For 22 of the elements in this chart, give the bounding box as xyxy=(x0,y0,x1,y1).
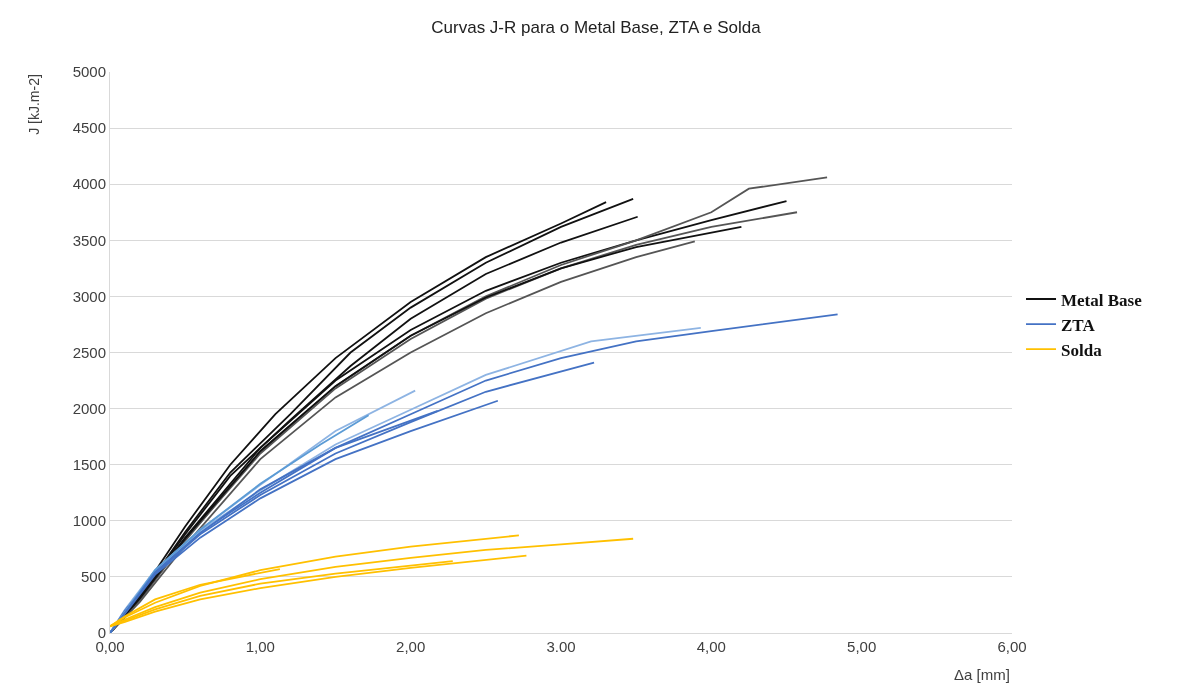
x-tick-label: 1,00 xyxy=(245,638,275,655)
y-tick-label: 1000 xyxy=(72,512,106,530)
y-tick-label: 4500 xyxy=(72,119,106,137)
chart-title: Curvas J-R para o Metal Base, ZTA e Solda xyxy=(431,17,762,37)
y-tick-label: 3000 xyxy=(72,287,106,305)
x-tick-label: 5,00 xyxy=(847,638,877,655)
y-tick-label: 2500 xyxy=(72,343,106,361)
x-tick-label: 6,00 xyxy=(997,638,1027,655)
x-axis-title: Δa [mm] xyxy=(954,666,1010,683)
y-tick-label: 500 xyxy=(80,568,106,586)
x-tick-label: 2,00 xyxy=(396,638,426,655)
legend-label: Metal Base xyxy=(1061,290,1143,310)
y-axis-title: J [kJ.m-2] xyxy=(25,74,42,135)
legend-label: Solda xyxy=(1061,340,1103,360)
legend-label: ZTA xyxy=(1061,315,1096,335)
y-tick-label: 3500 xyxy=(72,231,106,249)
y-tick-label: 1500 xyxy=(72,455,106,473)
y-tick-label: 2000 xyxy=(72,399,106,417)
y-tick-label: 5000 xyxy=(72,63,106,81)
y-tick-label: 4000 xyxy=(72,175,106,193)
x-tick-label: 4,00 xyxy=(696,638,726,655)
x-tick-label: 3.00 xyxy=(546,638,576,655)
